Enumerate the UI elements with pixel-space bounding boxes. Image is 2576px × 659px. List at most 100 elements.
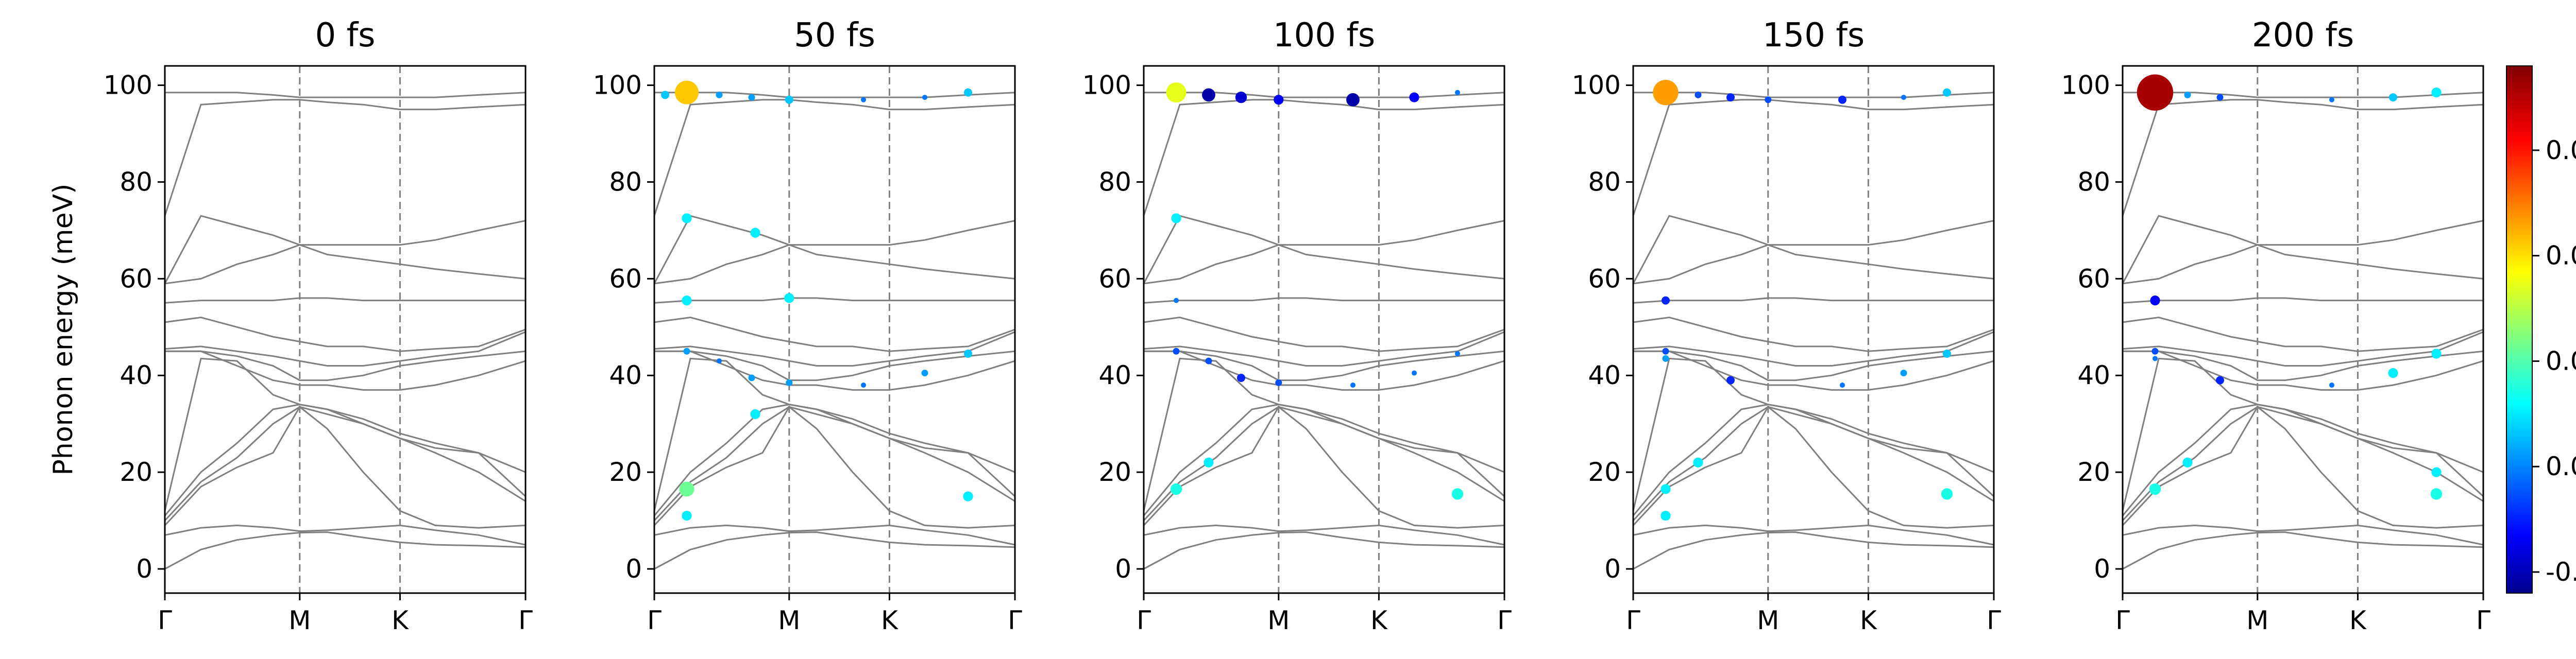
phonon-branch	[654, 331, 1015, 367]
coupling-point	[679, 481, 694, 497]
coupling-point	[1455, 351, 1460, 356]
coupling-point	[861, 383, 866, 388]
coupling-point	[1346, 93, 1360, 107]
phonon-branch	[654, 297, 1015, 304]
phonon-branch	[164, 215, 526, 284]
coupling-point	[1350, 383, 1355, 388]
panel-title: 100 fs	[1273, 16, 1375, 55]
coupling-point	[1693, 457, 1703, 467]
coupling-point	[964, 88, 972, 97]
x-tick-label: Γ	[1987, 605, 2001, 635]
y-tick-label: 40	[1098, 360, 1131, 390]
phonon-branch	[164, 331, 526, 367]
phonon-branch	[165, 350, 526, 381]
phonon-branch	[1632, 406, 1994, 522]
phonon-branch	[654, 524, 1015, 546]
phonon-branch	[654, 92, 1015, 98]
coupling-point	[2329, 97, 2334, 102]
coupling-point	[1173, 348, 1180, 355]
coupling-point	[1726, 93, 1735, 102]
phonon-branch	[2122, 531, 2484, 570]
colorbar-tick-label: 0.000	[2546, 452, 2576, 481]
coupling-point	[1726, 376, 1735, 385]
phonon-branch	[1143, 297, 1504, 304]
coupling-point	[1409, 92, 1419, 102]
coupling-point	[717, 358, 722, 364]
x-tick-label: Γ	[1137, 605, 1151, 635]
coupling-point	[2329, 383, 2334, 388]
coupling-point	[1900, 370, 1907, 377]
x-tick-label: K	[392, 605, 409, 635]
x-tick-label: M	[289, 605, 311, 635]
coupling-point	[1694, 91, 1702, 98]
phonon-branch	[164, 244, 526, 285]
coupling-point	[2431, 88, 2442, 98]
coupling-point	[1174, 298, 1179, 303]
phonon-branch	[654, 350, 1015, 391]
phonon-branch	[164, 524, 526, 546]
x-tick-label: Γ	[1497, 605, 1512, 635]
coupling-point	[2216, 376, 2224, 385]
phonon-branch	[2122, 524, 2484, 546]
coupling-point	[1171, 213, 1181, 223]
y-tick-label: 60	[120, 264, 152, 293]
coupling-point	[1235, 91, 1247, 103]
y-tick-label: 80	[120, 167, 152, 197]
coupling-point	[2388, 368, 2398, 378]
phonon-branch	[1143, 406, 1505, 522]
coupling-point	[963, 491, 973, 501]
panels: 0 fs 0 20 40 60 80 100 Γ M K Γ 50 fs 0 20 40 60 80 100 Γ M K…	[104, 16, 2491, 635]
y-tick-label: 100	[593, 71, 642, 100]
coupling-point	[683, 348, 690, 355]
panel-frame	[653, 65, 1016, 594]
phonon-branch	[2122, 331, 2484, 367]
coupling-point	[1202, 88, 1215, 102]
phonon-branch	[1632, 357, 1994, 511]
phonon-branch	[165, 350, 526, 391]
coupling-point	[1204, 457, 1214, 467]
colorbar-tick-label: 0.010	[2546, 241, 2576, 271]
coupling-point	[1943, 88, 1951, 97]
panel-title: 200 fs	[2252, 16, 2354, 55]
x-tick-label: M	[2246, 605, 2268, 635]
coupling-point	[964, 349, 972, 358]
phonon-branch	[164, 99, 526, 216]
phonon-branch	[2122, 406, 2484, 529]
coupling-point	[2216, 94, 2224, 101]
phonon-branch	[1632, 99, 1994, 216]
phonon-branch	[1633, 316, 1994, 352]
coupling-point	[661, 91, 669, 99]
colorbar-gradient	[2506, 65, 2533, 594]
phonon-branch	[1633, 531, 1994, 570]
phonon-branch	[1632, 404, 1995, 516]
x-tick-label: M	[1757, 605, 1779, 635]
panel-2: 100 fs 0 20 40 60 80 100 Γ M K Γ	[1082, 16, 1512, 635]
phonon-branch	[164, 531, 526, 570]
phonon-branch	[654, 350, 1015, 381]
coupling-point	[2153, 356, 2158, 361]
panel-title: 50 fs	[794, 16, 875, 55]
phonon-branch	[164, 316, 526, 352]
phonon-branch	[1143, 357, 1505, 511]
x-tick-label: K	[2349, 605, 2367, 635]
phonon-branch	[1633, 244, 1994, 285]
y-tick-label: 100	[2061, 71, 2110, 100]
phonon-branch	[1143, 331, 1505, 367]
y-tick-label: 60	[2077, 264, 2110, 293]
panel-frame	[1143, 65, 1505, 594]
colorbar-tick-label: 0.015	[2546, 135, 2576, 165]
y-tick-label: 60	[609, 264, 642, 293]
phonon-branch	[1144, 350, 1505, 381]
coupling-point	[1662, 348, 1669, 355]
phonon-branch	[2122, 215, 2484, 284]
phonon-branch	[2122, 357, 2484, 511]
y-tick-label: 40	[1588, 360, 1621, 390]
panel-3: 150 fs 0 20 40 60 80 100 Γ M K Γ	[1572, 16, 2002, 635]
y-tick-label: 20	[2077, 457, 2110, 487]
phonon-branch	[164, 406, 526, 522]
coupling-point	[716, 91, 723, 98]
coupling-point	[921, 370, 928, 377]
coupling-point	[1840, 383, 1845, 388]
coupling-point	[1451, 488, 1464, 500]
